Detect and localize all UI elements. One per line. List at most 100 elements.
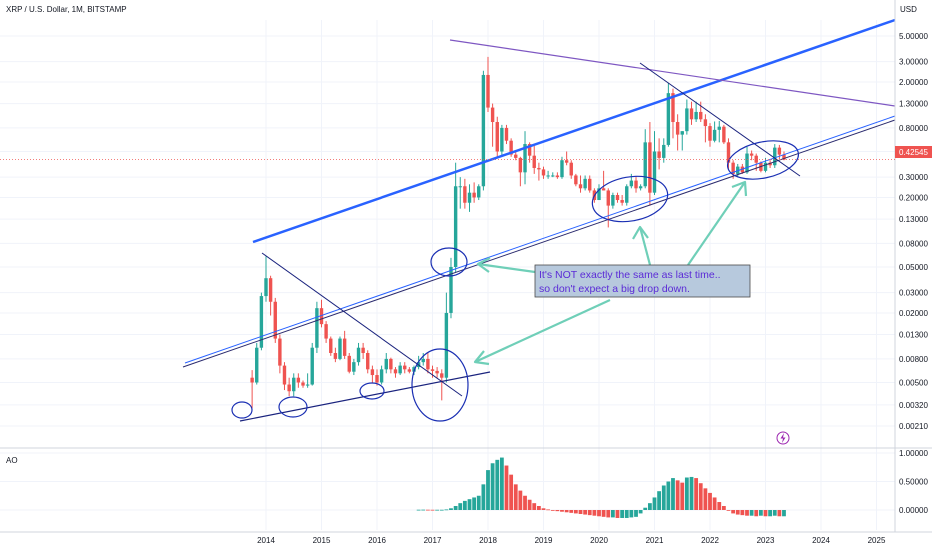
candle-body (689, 108, 694, 120)
ao-bar (592, 510, 597, 516)
ao-bar (768, 510, 773, 517)
y-tick-2.00000: 2.00000 (899, 78, 928, 87)
arrow-to-breakout[interactable] (476, 257, 536, 274)
ao-bar (444, 509, 449, 511)
ao-indicator-label[interactable]: AO (6, 456, 18, 465)
ellipse-2017-breakout[interactable] (430, 247, 468, 277)
candle (481, 70, 486, 191)
candle (264, 256, 268, 302)
price-label-bg (895, 146, 932, 158)
candle-body (726, 142, 731, 163)
candle (384, 353, 388, 374)
ao-bar (657, 491, 662, 510)
ao-bar (453, 506, 458, 510)
support-base-line[interactable] (239, 371, 491, 422)
ao-bar (735, 510, 740, 515)
arrow-to-2017-base[interactable] (473, 299, 611, 366)
y-tick-0.02000: 0.02000 (899, 309, 928, 318)
candle-body (569, 162, 573, 176)
candle-body (551, 175, 555, 177)
ao-bar (763, 510, 768, 517)
candle (500, 124, 504, 156)
channel-upper-line[interactable] (252, 18, 896, 244)
candle-body (477, 186, 481, 198)
candle-body (712, 129, 717, 141)
candle-body (648, 142, 652, 193)
ao-bar (675, 480, 680, 510)
candle (352, 358, 356, 376)
candle-body (532, 155, 536, 168)
candle (638, 184, 643, 191)
candle-body (361, 347, 365, 354)
ao-bar (569, 510, 574, 513)
channel-lower-line-a[interactable] (184, 115, 896, 364)
candle-body (509, 140, 513, 155)
candle (648, 122, 652, 206)
ao-bar (703, 488, 708, 510)
resistance-line[interactable] (449, 39, 896, 107)
ellipse-2013[interactable] (231, 401, 253, 419)
lightning-icon[interactable] (776, 431, 790, 445)
candle (315, 301, 319, 354)
ao-bar (587, 510, 592, 516)
ao-bar (620, 510, 625, 518)
channel-lower-line-b[interactable] (182, 119, 896, 368)
x-tick-2018: 2018 (479, 536, 497, 545)
ellipse-2017-base[interactable] (411, 348, 469, 422)
y-tick-0.05000: 0.05000 (899, 263, 928, 272)
y-tick-0.80000: 0.80000 (899, 124, 928, 133)
ao-bar (652, 497, 657, 510)
candle (708, 123, 712, 147)
candle (305, 373, 310, 388)
ao-bar (740, 510, 745, 516)
candle (685, 99, 689, 135)
candle-body (338, 338, 342, 359)
candle-body (315, 308, 319, 348)
x-tick-2014: 2014 (257, 536, 275, 545)
candle-body (555, 175, 560, 178)
candle (726, 138, 731, 170)
ao-bar (435, 509, 440, 511)
ao-bar (694, 478, 699, 510)
currency-label: USD (900, 5, 917, 14)
arrow-to-2023[interactable] (687, 180, 748, 266)
ao-bar (513, 484, 518, 510)
y-tick-3.00000: 3.00000 (899, 58, 928, 67)
candle (292, 373, 296, 397)
ellipse-2023[interactable] (724, 135, 802, 185)
candle (333, 347, 338, 363)
ellipse-2014[interactable] (278, 396, 308, 418)
candle (319, 299, 324, 328)
annotation-note[interactable]: It's NOT exactly the same as last time..… (534, 264, 751, 298)
descending-line-2014[interactable] (261, 252, 463, 397)
candle (541, 166, 546, 179)
y-tick-0.00320: 0.00320 (899, 401, 928, 410)
ao-bar (536, 506, 541, 510)
candle (588, 175, 592, 193)
ellipse-2020[interactable] (589, 171, 671, 228)
ao-bar (564, 510, 569, 513)
ao-bar (777, 510, 782, 517)
candle-body (264, 278, 268, 297)
symbol-title[interactable]: XRP / U.S. Dollar, 1M, BITSTAMP (6, 5, 127, 14)
ao-bar (523, 495, 527, 510)
candle (675, 114, 680, 151)
candle (490, 103, 495, 147)
candle (514, 151, 518, 161)
arrow-to-2020[interactable] (632, 225, 652, 266)
ellipse-2015[interactable] (359, 382, 385, 400)
candle (477, 184, 481, 201)
candle (287, 377, 291, 397)
x-tick-2022: 2022 (701, 536, 719, 545)
ao-bar (518, 490, 523, 510)
descending-line-2021[interactable] (639, 62, 801, 177)
drawings (182, 18, 896, 422)
ao-bar (684, 477, 689, 510)
candle (523, 131, 527, 185)
candle-body (611, 195, 615, 206)
ao-bar (629, 510, 634, 518)
candle (426, 353, 430, 374)
y-tick-0.00210: 0.00210 (899, 422, 928, 431)
candle (403, 362, 407, 374)
